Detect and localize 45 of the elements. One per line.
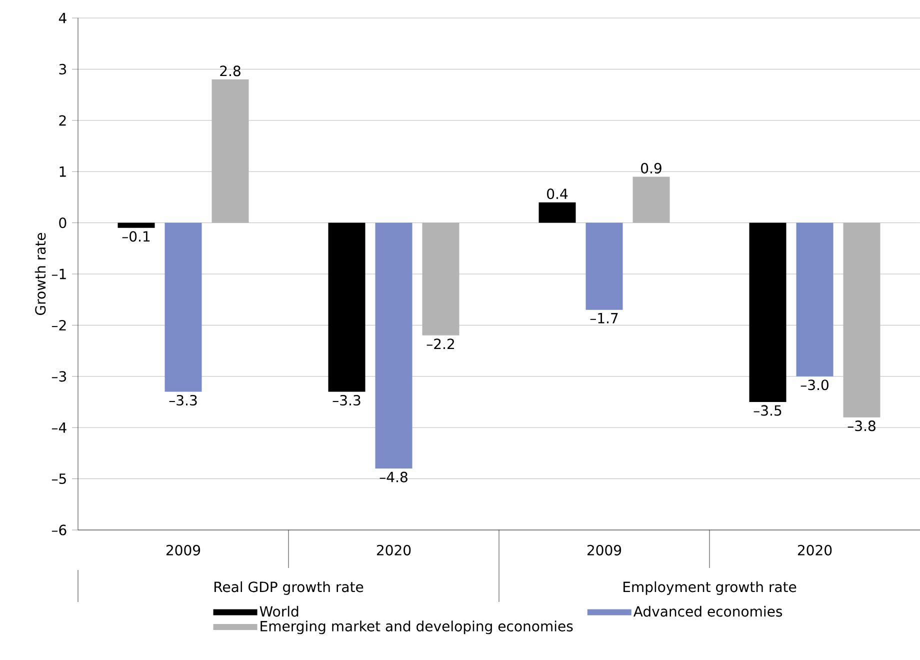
legend-label: Emerging market and developing economies bbox=[260, 620, 573, 634]
data-label: –3.5 bbox=[754, 405, 782, 416]
x-tick-label: 2020 bbox=[798, 544, 832, 556]
data-label: –2.2 bbox=[426, 338, 454, 350]
bar bbox=[375, 222, 412, 469]
bar bbox=[328, 222, 366, 392]
data-label: –4.8 bbox=[380, 472, 408, 482]
y-tick-label: 4 bbox=[58, 12, 66, 24]
x-tick-label: 2009 bbox=[587, 544, 622, 556]
y-tick-label: –4 bbox=[52, 422, 66, 433]
y-tick-label: –6 bbox=[52, 524, 66, 536]
bar bbox=[749, 222, 786, 402]
y-tick-label: 1 bbox=[60, 166, 66, 177]
bar bbox=[586, 222, 623, 310]
bar bbox=[118, 222, 155, 228]
bar bbox=[632, 176, 670, 223]
data-label: –3.3 bbox=[332, 394, 360, 406]
data-label: –3.3 bbox=[169, 394, 197, 406]
y-tick-label: –3 bbox=[52, 371, 66, 382]
data-label: 0.4 bbox=[547, 188, 568, 200]
data-label: –0.1 bbox=[122, 231, 150, 242]
y-axis-title: Growth rate bbox=[34, 232, 46, 315]
x-tick-label: 2020 bbox=[376, 544, 411, 556]
bar bbox=[796, 222, 834, 376]
legend-label: World bbox=[260, 606, 298, 617]
data-label: 0.9 bbox=[641, 162, 662, 174]
y-tick-label: –1 bbox=[52, 268, 66, 280]
legend-label: Advanced economies bbox=[633, 606, 782, 617]
y-tick-label: 2 bbox=[59, 115, 66, 126]
bar bbox=[212, 79, 249, 223]
y-tick-label: –5 bbox=[52, 474, 66, 484]
data-label: 2.8 bbox=[220, 66, 240, 76]
data-label: –1.7 bbox=[590, 313, 618, 324]
y-tick-label: –2 bbox=[52, 320, 66, 330]
x-tick-label: 2009 bbox=[166, 544, 200, 556]
y-tick-label: 0 bbox=[59, 217, 66, 228]
bar bbox=[538, 202, 576, 223]
bar bbox=[422, 222, 460, 336]
text: Employment growth rate bbox=[623, 581, 796, 595]
data-label: –3.0 bbox=[800, 380, 828, 390]
bar bbox=[843, 222, 880, 418]
text: Real GDP growth rate bbox=[214, 581, 364, 595]
data-label: –3.8 bbox=[848, 420, 876, 432]
y-tick-label: 3 bbox=[59, 64, 66, 74]
bar bbox=[164, 222, 202, 392]
